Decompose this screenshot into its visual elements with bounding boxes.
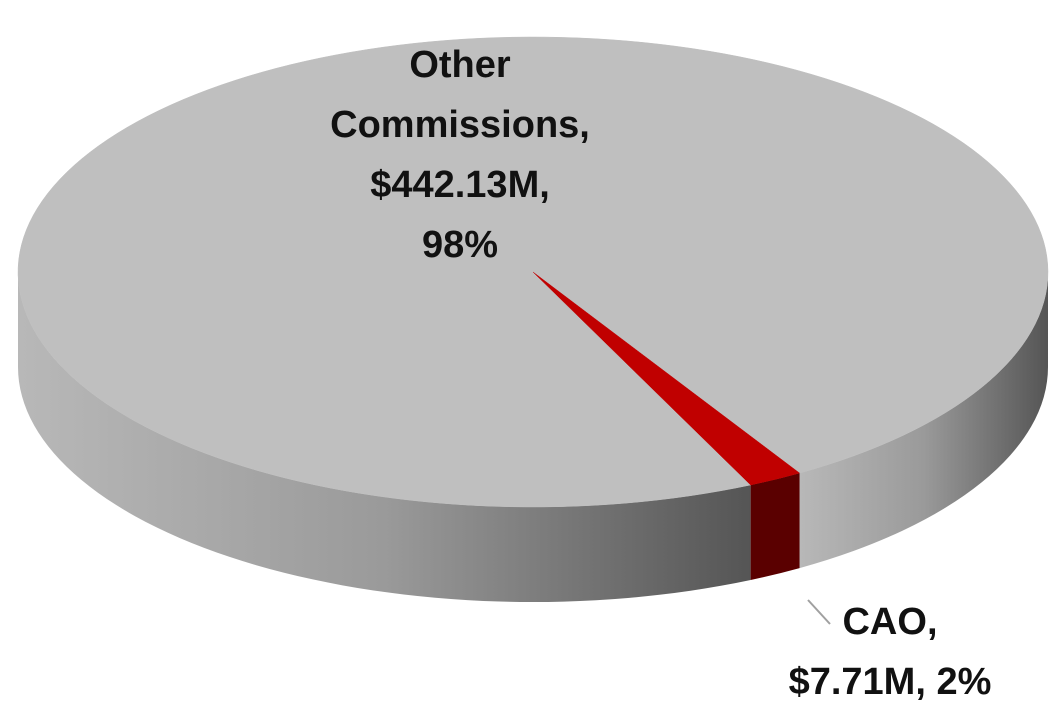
percent-label: 98% xyxy=(421,224,499,266)
slice-side xyxy=(18,272,751,602)
percent-label: 2% xyxy=(936,661,992,703)
pie-canvas xyxy=(17,36,1049,625)
chart: Other Commissions, $442.13M, 98% CAO, $7… xyxy=(17,35,1049,703)
category-label: CAO xyxy=(842,601,927,643)
separator: , xyxy=(579,104,590,146)
slice-label: Other Commissions, $442.13M, 98% xyxy=(325,35,595,275)
separator: , xyxy=(915,661,926,703)
separator: , xyxy=(926,601,938,643)
leader-line xyxy=(807,599,831,625)
slice-label: CAO, $7.71M, 2% xyxy=(770,592,1010,712)
separator: , xyxy=(539,164,550,206)
slice xyxy=(532,271,801,486)
slice-side xyxy=(799,272,1048,569)
category-label: Other Commissions xyxy=(330,44,580,146)
value-label: $442.13M xyxy=(370,164,540,206)
value-label: $7.71M xyxy=(788,661,916,703)
slice-side xyxy=(750,473,800,580)
